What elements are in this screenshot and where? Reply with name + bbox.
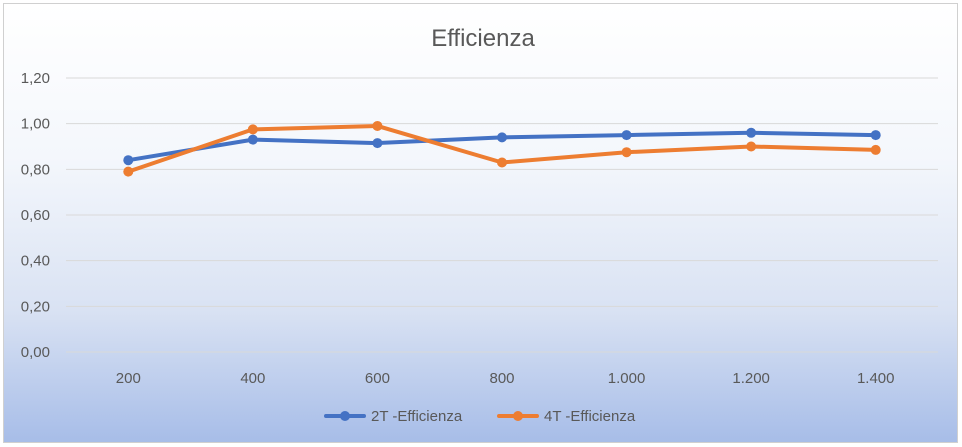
y-tick-label: 1,20: [21, 70, 50, 87]
x-tick-label: 200: [116, 370, 141, 387]
data-point: [870, 144, 881, 155]
y-tick-label: 1,00: [21, 116, 50, 133]
data-point: [372, 138, 383, 149]
x-tick-label: 600: [365, 370, 390, 387]
data-point: [497, 157, 507, 168]
data-point: [621, 147, 632, 158]
data-point: [497, 132, 507, 143]
x-tick-label: 1.000: [608, 370, 646, 387]
legend-item: 4T -Efficienza: [497, 408, 636, 425]
series-2t-efficienza: [123, 127, 881, 166]
chart-title: Efficienza: [431, 25, 535, 52]
y-tick-label: 0,20: [21, 298, 50, 315]
y-tick-label: 0,80: [21, 161, 50, 178]
x-tick-label: 1.200: [732, 370, 770, 387]
data-point: [621, 130, 632, 141]
y-axis-tick-labels: 0,00 0,20 0,40 0,60 0,80 1,00 1,20: [21, 70, 50, 361]
data-point: [247, 124, 258, 135]
legend-point-marker: [340, 411, 350, 421]
gridlines: [66, 77, 938, 353]
chart-area: [3, 3, 958, 443]
data-point: [247, 134, 258, 145]
x-tick-label: 800: [489, 370, 514, 387]
y-tick-label: 0,60: [21, 207, 50, 224]
data-point: [123, 155, 134, 166]
legend: 2T -Efficienza 4T -Efficienza: [324, 408, 636, 425]
data-point: [870, 130, 881, 141]
x-axis-tick-labels: 200 400 600 800 1.000 1.200 1.400: [116, 370, 895, 387]
y-tick-label: 0,00: [21, 344, 50, 361]
legend-item: 2T -Efficienza: [324, 408, 463, 425]
x-tick-label: 1.400: [857, 370, 895, 387]
series-lines: [123, 120, 881, 177]
legend-label: 4T -Efficienza: [544, 408, 636, 425]
data-point: [372, 120, 383, 131]
data-point: [746, 141, 757, 152]
y-tick-label: 0,40: [21, 253, 50, 270]
x-tick-label: 400: [240, 370, 265, 387]
data-point: [746, 127, 757, 138]
legend-label: 2T -Efficienza: [371, 408, 463, 425]
legend-point-marker: [513, 411, 523, 421]
data-point: [123, 166, 134, 177]
series-4t-efficienza: [123, 120, 881, 177]
